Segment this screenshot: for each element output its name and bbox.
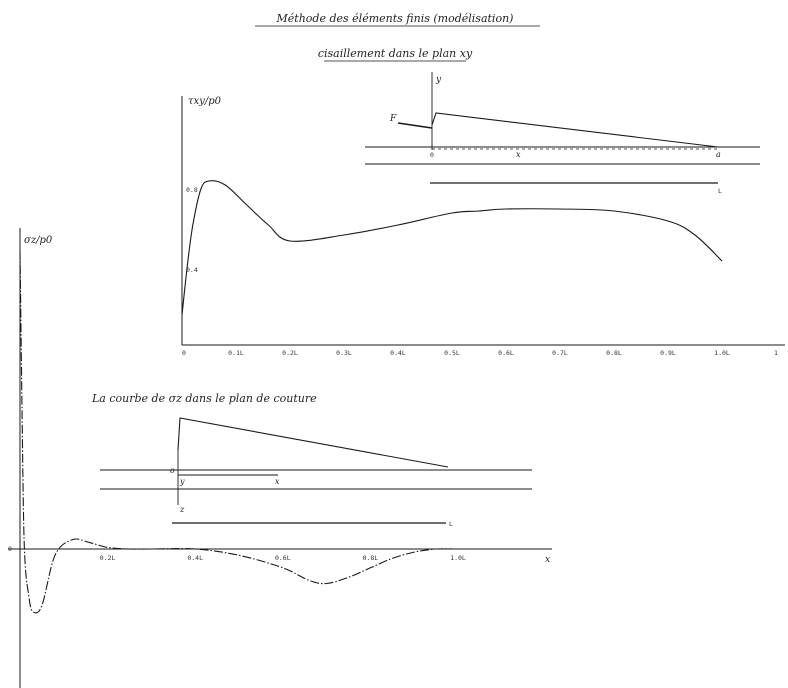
- sigma-y-tick-label: 0: [8, 545, 12, 553]
- figure-subtitle: cisaillement dans le plan xy: [318, 47, 473, 60]
- sigma-x-tick-label: 0.4L: [187, 554, 203, 562]
- inset-bottom: o y x z L: [100, 417, 532, 528]
- inset-top-load-arrow: [397, 122, 433, 129]
- tau-x-tick-label: 0.1L: [228, 349, 244, 357]
- tau-x-tick-label: 0.2L: [282, 349, 298, 357]
- sigma-x-tick-label: 0.2L: [100, 554, 116, 562]
- inset-bottom-load-profile: [177, 417, 449, 468]
- tau-x-tick-label: 1: [774, 349, 778, 357]
- tau-x-tick-label: 0.4L: [390, 349, 406, 357]
- tau-x-tick-label: 0.3L: [336, 349, 352, 357]
- inset-top-load-profile: [431, 112, 719, 148]
- bottom-caption: La courbe de σz dans le plan de couture: [91, 392, 317, 405]
- sigma-x-label: x: [545, 555, 550, 565]
- tau-x-tick-label: 0.5L: [444, 349, 460, 357]
- sigma-x-tick-label: 0.6L: [275, 554, 291, 562]
- tau-x-tick-label: 1.0L: [714, 349, 730, 357]
- tau-chart: τxy/p0 0.8 0.4 0 0.1L 0.2L 0.3L 0.4L 0.5L 0.6L…: [181, 96, 785, 357]
- tau-x-tick-label: 0.6L: [498, 349, 514, 357]
- inset-top-load-label: F: [389, 114, 397, 124]
- tau-x-tick-label: 0.7L: [552, 349, 568, 357]
- tau-x-tick-label: 0.9L: [660, 349, 676, 357]
- tau-y-tick-label: 0.8: [186, 186, 198, 194]
- inset-bottom-x-label: x: [275, 477, 280, 486]
- tau-series-line: [181, 180, 723, 316]
- inset-top-x-label: x: [516, 150, 521, 159]
- inset-bottom-z-label: z: [179, 505, 185, 514]
- tau-y-label: τxy/p0: [188, 96, 222, 107]
- inset-bottom-y-label: y: [179, 477, 185, 486]
- tau-x-tick-label: 0.8L: [606, 349, 622, 357]
- tau-x-tick-label: 0: [182, 349, 186, 357]
- sigma-x-tick-label: 0.8L: [363, 554, 379, 562]
- sigma-x-tick-label: 1.0L: [450, 554, 466, 562]
- figure-title: Méthode des éléments finis (modélisation…: [276, 12, 514, 25]
- inset-top: y F 0 x a L: [365, 72, 760, 195]
- tau-y-tick-label: 0.4: [186, 266, 198, 274]
- inset-top-right-label: a: [716, 150, 721, 159]
- sigma-series-line: [19, 250, 502, 614]
- inset-top-y-label: y: [435, 75, 442, 85]
- sigma-chart: σz/p0 0 x 0.2L 0.4L 0.6L 0.8L 1.0L: [8, 228, 552, 688]
- inset-bottom-length-label: L: [449, 520, 453, 528]
- inset-top-origin: 0: [430, 151, 434, 159]
- sigma-y-label: σz/p0: [24, 235, 53, 246]
- inset-bottom-origin: o: [170, 466, 175, 475]
- inset-top-length-label: L: [718, 187, 722, 195]
